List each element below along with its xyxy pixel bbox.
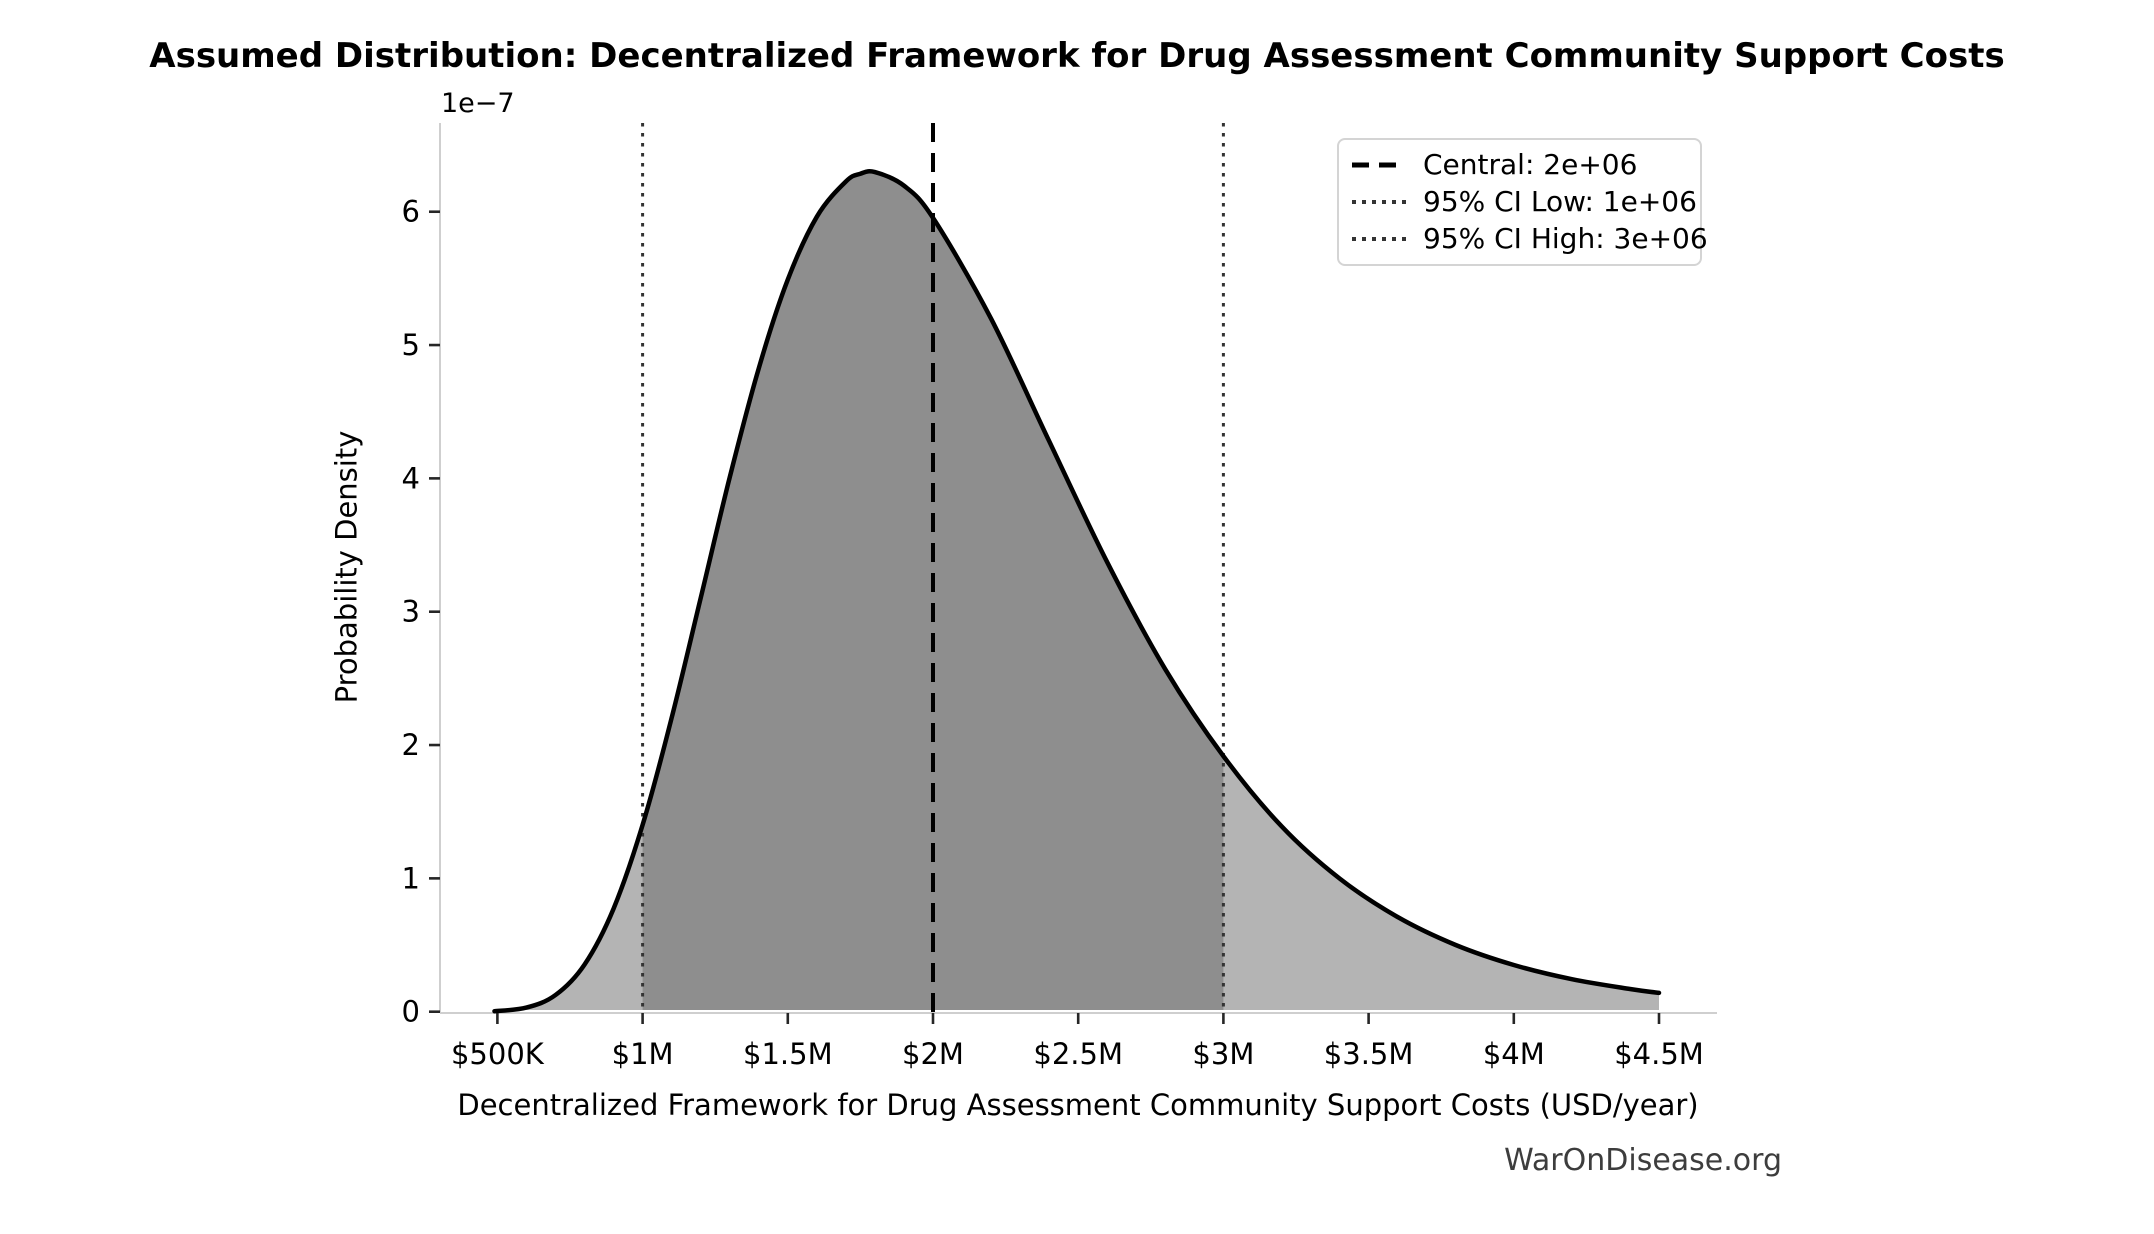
y-tick-label: 4 <box>402 461 420 495</box>
legend-label: 95% CI Low: 1e+06 <box>1423 184 1697 218</box>
y-tick-label: 5 <box>402 328 420 362</box>
x-tick-label: $2.5M <box>1033 1037 1123 1071</box>
legend-item-central: Central: 2e+06 <box>1351 147 1688 181</box>
x-tick-label: $4.5M <box>1614 1037 1704 1071</box>
y-tick-label: 6 <box>402 195 420 229</box>
legend-label: Central: 2e+06 <box>1423 147 1638 181</box>
x-axis-ticks: $500K $1M $1.5M $2M $2.5M $3M $3.5M $4M $4.5M <box>451 1013 1704 1071</box>
y-tick-label: 2 <box>402 728 420 762</box>
y-tick-label: 1 <box>402 861 420 895</box>
legend-dotted-line-icon <box>1352 237 1406 242</box>
x-tick-label: $1.5M <box>743 1037 833 1071</box>
y-tick-label: 0 <box>402 995 420 1029</box>
x-tick-label: $3.5M <box>1324 1037 1414 1071</box>
x-tick-label: $4M <box>1483 1037 1545 1071</box>
legend-dotted-line-icon <box>1352 199 1406 204</box>
x-axis-label: Decentralized Framework for Drug Assessm… <box>457 1088 1699 1122</box>
legend: Central: 2e+06 95% CI Low: 1e+06 95% CI … <box>1337 138 1708 266</box>
density-curve <box>492 169 1662 1014</box>
x-tick-label: $500K <box>451 1037 545 1071</box>
ci-region-fill <box>642 171 1224 1010</box>
x-tick-label: $3M <box>1192 1037 1254 1071</box>
legend-dashed-line-icon <box>1352 162 1406 168</box>
chart-title: Assumed Distribution: Decentralized Fram… <box>149 36 2005 76</box>
x-tick-label: $1M <box>612 1037 674 1071</box>
y-axis-offset-label: 1e−7 <box>441 88 515 119</box>
y-tick-label: 3 <box>402 595 420 629</box>
legend-item-ci-low: 95% CI Low: 1e+06 <box>1351 187 1697 216</box>
watermark-text: WarOnDisease.org <box>1504 1143 1782 1178</box>
legend-label: 95% CI High: 3e+06 <box>1423 222 1708 256</box>
y-axis-ticks: 0 1 2 3 4 5 6 <box>402 195 440 1029</box>
legend-item-ci-high: 95% CI High: 3e+06 <box>1351 225 1708 253</box>
x-tick-label: $2M <box>902 1037 964 1071</box>
